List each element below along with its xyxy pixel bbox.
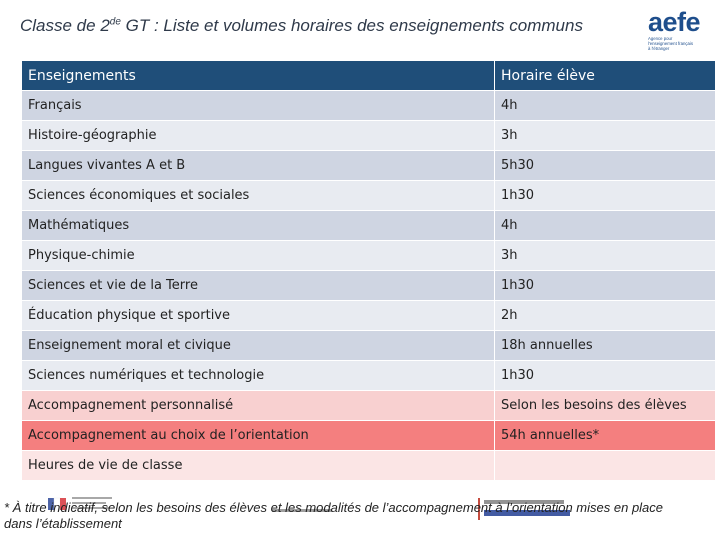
hours-cell: 1h30 (494, 270, 716, 301)
page-title: Classe de 2de GT : Liste et volumes hora… (20, 16, 630, 36)
table-row: Sciences et vie de la Terre 1h30 (21, 270, 716, 301)
hours-cell: 54h annuelles* (494, 420, 716, 451)
hours-cell: 4h (494, 210, 716, 241)
subject-cell: Sciences numériques et technologie (21, 360, 495, 391)
table-row: Histoire-géographie 3h (21, 120, 716, 151)
hours-cell: 1h30 (494, 180, 716, 211)
subject-cell: Heures de vie de classe (21, 450, 495, 481)
subject-cell: Langues vivantes A et B (21, 150, 495, 181)
table-row: Accompagnement au choix de l’orientation… (21, 420, 716, 451)
table-row: Enseignement moral et civique 18h annuel… (21, 330, 716, 361)
hours-cell: Selon les besoins des élèves (494, 390, 716, 421)
subject-cell: Sciences économiques et sociales (21, 180, 495, 211)
hours-cell: 18h annuelles (494, 330, 716, 361)
header-hours: Horaire élève (494, 60, 716, 91)
footnote: * À titre indicatif, selon les besoins d… (4, 500, 664, 531)
table-header-row: Enseignements Horaire élève (21, 60, 716, 91)
subject-cell: Mathématiques (21, 210, 495, 241)
subject-cell: Sciences et vie de la Terre (21, 270, 495, 301)
aefe-logo-word: aefe (648, 7, 701, 37)
hours-cell: 4h (494, 90, 716, 121)
subject-cell: Histoire-géographie (21, 120, 495, 151)
title-suffix: GT : Liste et volumes horaires des ensei… (120, 16, 583, 35)
subject-cell: Éducation physique et sportive (21, 300, 495, 331)
subject-cell: Physique-chimie (21, 240, 495, 271)
partner-logo (272, 509, 332, 512)
subject-cell: Accompagnement au choix de l’orientation (21, 420, 495, 451)
header-subjects: Enseignements (21, 60, 495, 91)
table-row: Heures de vie de classe (21, 450, 716, 481)
ministry-logo (48, 497, 112, 511)
subject-cell: Enseignement moral et civique (21, 330, 495, 361)
title-superscript: de (109, 16, 121, 28)
aefe-logo: aefe Agence pour l'enseignement français… (648, 8, 710, 58)
table-row: Français 4h (21, 90, 716, 121)
hours-cell: 3h (494, 240, 716, 271)
subject-cell: Accompagnement personnalisé (21, 390, 495, 421)
hours-cell: 1h30 (494, 360, 716, 391)
title-prefix: Classe de 2 (20, 16, 110, 35)
hours-cell: 5h30 (494, 150, 716, 181)
table-row: Sciences numériques et technologie 1h30 (21, 360, 716, 391)
hours-cell: 2h (494, 300, 716, 331)
hours-cell (494, 450, 716, 481)
table-row: Éducation physique et sportive 2h (21, 300, 716, 331)
table-row: Accompagnement personnalisé Selon les be… (21, 390, 716, 421)
table-row: Mathématiques 4h (21, 210, 716, 241)
table-row: Physique-chimie 3h (21, 240, 716, 271)
subjects-table: Enseignements Horaire élève Français 4h … (21, 60, 716, 481)
subject-cell: Français (21, 90, 495, 121)
aefe-logo-subtitle: Agence pour l'enseignement français à l'… (648, 36, 694, 51)
table-row: Sciences économiques et sociales 1h30 (21, 180, 716, 211)
hours-cell: 3h (494, 120, 716, 151)
confiance-logo (478, 498, 570, 520)
table-row: Langues vivantes A et B 5h30 (21, 150, 716, 181)
